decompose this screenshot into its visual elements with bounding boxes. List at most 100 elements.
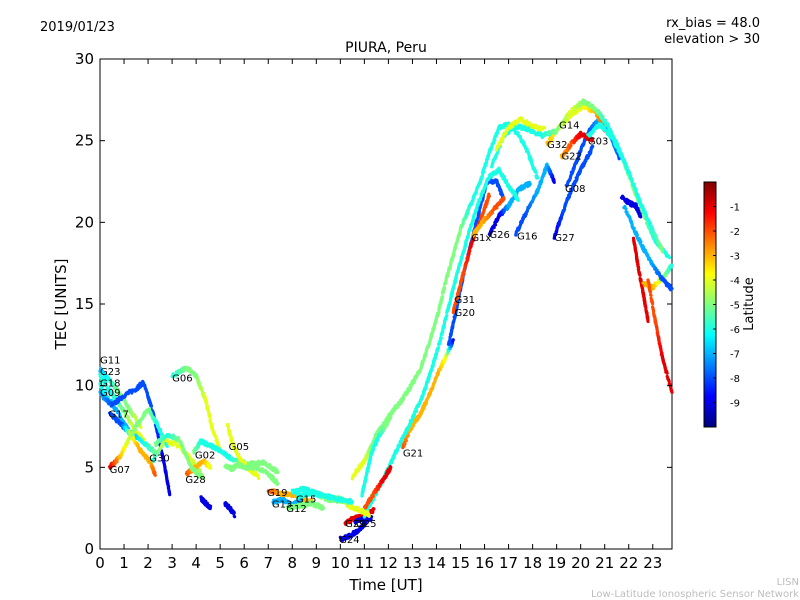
trace-segment — [369, 515, 374, 520]
trace-segment — [213, 435, 218, 440]
satellite-label-g17: G17 — [108, 409, 128, 420]
satellite-labels: G11G23G18G09G17G07G30G06G28G02G05G19G13G… — [100, 120, 608, 546]
trace-segment — [460, 222, 465, 227]
trace-segment — [321, 505, 326, 510]
trace-segment — [562, 207, 567, 213]
trace-segment — [444, 313, 449, 319]
satellite-trace-g03 — [586, 122, 664, 254]
trace-segment — [453, 279, 458, 285]
satellite-trace-g16 — [514, 162, 556, 237]
trace-segment — [657, 241, 662, 248]
trace-segment — [446, 272, 450, 278]
trace-segment — [489, 211, 495, 216]
x-tick-label: 6 — [239, 554, 249, 572]
trace-segment — [134, 416, 139, 423]
trace-segment — [457, 263, 462, 268]
trace-segment — [614, 138, 619, 144]
satellite-trace — [290, 485, 354, 505]
trace-segment — [647, 282, 652, 290]
trace-segment — [438, 301, 443, 307]
trace-segment — [275, 468, 280, 475]
x-tick-label: 20 — [571, 554, 590, 572]
trace-segment — [435, 313, 440, 318]
trace-segment — [501, 196, 506, 203]
trace-segment — [552, 177, 556, 185]
trace-segment — [538, 131, 543, 136]
satellite-label-g02: G02 — [195, 450, 215, 461]
trace-segment — [114, 407, 120, 413]
satellite-trace-g21 — [401, 338, 455, 450]
trace-segment — [388, 464, 393, 470]
trace-segment — [364, 503, 369, 509]
trace-segment — [524, 119, 529, 124]
trace-segment — [170, 433, 175, 438]
trace-segment — [619, 151, 624, 158]
trace-segment — [638, 240, 643, 245]
trace-segment — [651, 307, 656, 313]
satellite-label-g08: G08 — [565, 184, 585, 195]
trace-segment — [520, 218, 525, 224]
x-tick-label: 11 — [355, 554, 374, 572]
trace-segment — [597, 110, 602, 115]
satellite-trace — [223, 501, 237, 519]
x-tick-label: 7 — [263, 554, 273, 572]
satellite-trace — [494, 116, 547, 152]
x-tick-label: 4 — [191, 554, 201, 572]
trace-segment — [590, 137, 595, 143]
trace-segment — [208, 464, 213, 470]
colorbar: -1 -2 -3 -4 -5 -6 -7 -8 -9 Latitude — [703, 181, 757, 428]
trace-segment — [366, 512, 371, 518]
trace-segment — [418, 413, 422, 418]
satellite-label-g21: G21 — [403, 449, 423, 460]
trace-segment — [146, 443, 151, 449]
colorbar-tick-label: -4 — [730, 276, 740, 287]
satellite-trace — [362, 166, 520, 519]
trace-segment — [120, 450, 125, 455]
satellite-label-g15: G15 — [296, 494, 316, 505]
satellite-label-g25: G25 — [356, 519, 376, 530]
trace-segment — [527, 180, 532, 186]
trace-segment — [648, 293, 653, 298]
satellite-trace — [360, 414, 393, 498]
trace-segment — [533, 170, 538, 175]
trace-segment — [659, 275, 664, 280]
trace-segment — [476, 202, 480, 208]
colorbar-tick-label: -6 — [730, 325, 740, 336]
trace-segment — [116, 399, 121, 404]
trace-segment — [150, 446, 155, 452]
x-tick-label: 17 — [499, 554, 518, 572]
trace-segment — [535, 174, 540, 180]
y-tick-label: 10 — [75, 377, 94, 395]
trace-segment — [160, 452, 165, 461]
trace-segment — [412, 378, 417, 384]
x-tick-label: 0 — [95, 554, 105, 572]
trace-segment — [452, 318, 456, 324]
satellite-label-g18: G18 — [100, 378, 120, 389]
trace-segment — [641, 243, 646, 249]
trace-segment — [446, 269, 451, 275]
trace-segment — [200, 387, 204, 393]
trace-segment — [243, 461, 248, 466]
trace-segment — [588, 127, 593, 132]
y-tick-label: 20 — [75, 213, 94, 231]
satellite-trace — [631, 236, 650, 324]
x-tick-label: 21 — [595, 554, 614, 572]
x-tick-label: 9 — [312, 554, 322, 572]
satellite-label-g26: G26 — [489, 230, 509, 241]
plot-area: G11G23G18G09G17G07G30G06G28G02G05G19G13G… — [75, 50, 674, 572]
trace-segment — [477, 209, 481, 218]
satellite-trace-g26 — [487, 180, 532, 237]
satellite-trace — [153, 432, 203, 479]
colorbar-label: Latitude — [742, 277, 757, 331]
satellite-label-g09: G09 — [100, 388, 120, 399]
satellite-trace — [362, 464, 393, 510]
colorbar-tick-label: -5 — [730, 301, 740, 312]
trace-segment — [160, 442, 165, 448]
x-tick-label: 10 — [331, 554, 350, 572]
trace-segment — [466, 252, 471, 257]
trace-segment — [544, 166, 548, 171]
trace-segment — [438, 337, 443, 345]
trace-segment — [440, 294, 445, 301]
trace-segment — [420, 408, 425, 413]
trace-segment — [629, 219, 634, 227]
